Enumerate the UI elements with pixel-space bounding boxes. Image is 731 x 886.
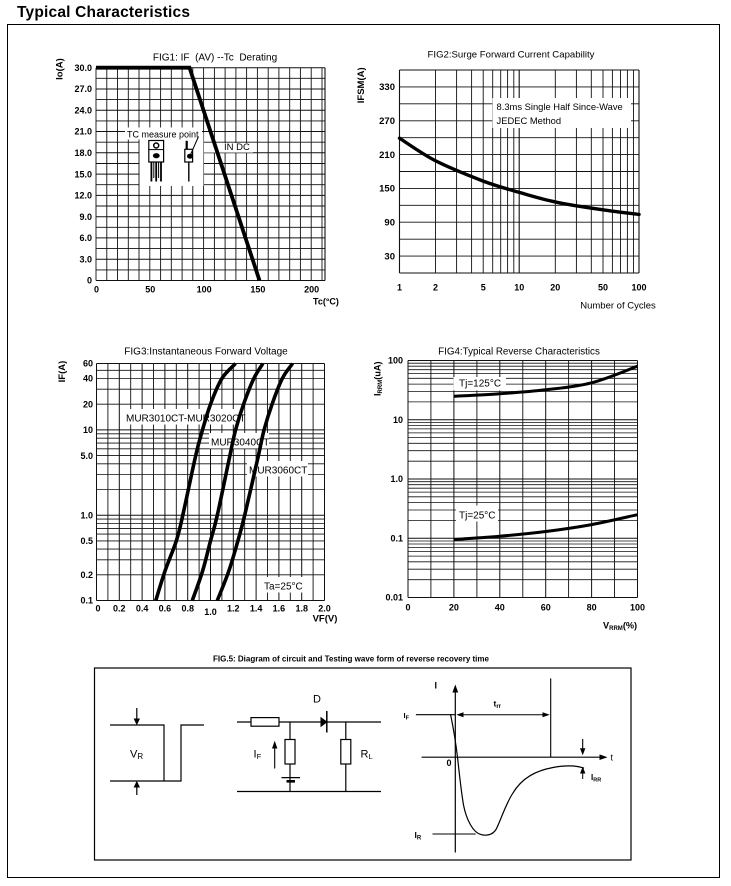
- svg-text:RL: RL: [361, 749, 373, 762]
- svg-text:VRRM(%): VRRM(%): [603, 621, 637, 633]
- svg-text:IN DC: IN DC: [224, 142, 250, 153]
- svg-text:Tj=25°C: Tj=25°C: [459, 511, 496, 522]
- svg-text:12.0: 12.0: [74, 191, 92, 201]
- svg-text:6.0: 6.0: [79, 233, 92, 243]
- svg-text:30: 30: [384, 251, 395, 262]
- svg-text:1.2: 1.2: [227, 604, 240, 614]
- svg-text:IF: IF: [404, 711, 410, 722]
- svg-text:VR: VR: [130, 749, 143, 762]
- svg-text:FIG3:Instantaneous Forward Vol: FIG3:Instantaneous Forward Voltage: [124, 347, 288, 358]
- svg-text:100: 100: [631, 283, 646, 293]
- svg-text:Number of Cycles: Number of Cycles: [580, 301, 656, 312]
- svg-text:27.0: 27.0: [74, 84, 92, 94]
- svg-text:90: 90: [384, 217, 395, 228]
- svg-text:10: 10: [83, 425, 93, 435]
- svg-text:200: 200: [304, 285, 319, 295]
- svg-text:0.1: 0.1: [80, 596, 93, 606]
- svg-text:FIG1: IF (AV) --Tc Derating: FIG1: IF (AV) --Tc Derating: [153, 53, 277, 64]
- svg-text:60: 60: [83, 359, 93, 369]
- svg-text:1.8: 1.8: [295, 604, 308, 614]
- svg-text:5.0: 5.0: [80, 451, 93, 461]
- svg-text:30.0: 30.0: [74, 63, 92, 73]
- svg-text:IRRM(uA): IRRM(uA): [373, 361, 385, 396]
- svg-text:0: 0: [95, 604, 100, 614]
- svg-text:10: 10: [393, 415, 403, 425]
- svg-text:5: 5: [481, 283, 486, 293]
- svg-text:MUR3040CT: MUR3040CT: [211, 438, 269, 449]
- svg-text:0.8: 0.8: [181, 604, 194, 614]
- svg-text:0.5: 0.5: [80, 536, 93, 546]
- svg-text:15.0: 15.0: [74, 169, 92, 179]
- svg-text:18.0: 18.0: [74, 148, 92, 158]
- svg-text:24.0: 24.0: [74, 106, 92, 116]
- svg-text:3.0: 3.0: [79, 254, 92, 264]
- svg-text:8.3ms Single Half Since-Wave: 8.3ms Single Half Since-Wave: [497, 101, 623, 112]
- svg-text:IRR: IRR: [591, 773, 601, 784]
- svg-text:JEDEC Method: JEDEC Method: [497, 115, 562, 126]
- svg-text:FIG.5: Diagram of circuit and: FIG.5: Diagram of circuit and Testing wa…: [213, 655, 489, 664]
- svg-text:21.0: 21.0: [74, 127, 92, 137]
- svg-text:Tc(°C): Tc(°C): [313, 297, 339, 307]
- svg-text:1.0: 1.0: [80, 510, 93, 520]
- svg-text:Tj=125°C: Tj=125°C: [459, 379, 501, 390]
- svg-text:0: 0: [447, 758, 452, 768]
- svg-text:0.1: 0.1: [390, 534, 403, 544]
- svg-text:0.01: 0.01: [385, 593, 403, 603]
- svg-text:t: t: [611, 753, 614, 763]
- svg-text:1.0: 1.0: [390, 474, 403, 484]
- svg-text:20: 20: [550, 283, 560, 293]
- svg-text:0.2: 0.2: [80, 570, 93, 580]
- svg-text:40: 40: [83, 374, 93, 384]
- svg-text:1: 1: [397, 283, 402, 293]
- svg-text:100: 100: [197, 285, 212, 295]
- svg-text:0.2: 0.2: [113, 604, 126, 614]
- svg-text:150: 150: [379, 184, 395, 195]
- svg-text:I: I: [435, 681, 438, 691]
- svg-text:MUR3010CT-MUR3020CT: MUR3010CT-MUR3020CT: [126, 414, 245, 425]
- svg-text:50: 50: [598, 283, 608, 293]
- svg-text:FIG2:Surge Forward Current Cap: FIG2:Surge Forward Current Capability: [428, 50, 595, 61]
- svg-text:1.4: 1.4: [250, 604, 263, 614]
- svg-text:60: 60: [541, 603, 551, 613]
- svg-text:IR: IR: [415, 830, 422, 842]
- svg-text:50: 50: [145, 285, 155, 295]
- svg-text:Io(A): Io(A): [55, 58, 66, 80]
- svg-text:40: 40: [495, 603, 505, 613]
- svg-text:0.4: 0.4: [136, 604, 149, 614]
- svg-text:10: 10: [514, 283, 524, 293]
- svg-text:20: 20: [83, 399, 93, 409]
- svg-text:2: 2: [433, 283, 438, 293]
- svg-text:trr: trr: [494, 699, 502, 711]
- svg-text:VF(V): VF(V): [313, 614, 338, 625]
- svg-text:IFSM(A): IFSM(A): [356, 67, 367, 103]
- svg-text:80: 80: [587, 603, 597, 613]
- svg-text:2.0: 2.0: [318, 604, 331, 614]
- svg-text:150: 150: [250, 285, 265, 295]
- svg-text:0.6: 0.6: [159, 604, 172, 614]
- svg-text:MUR3060CT: MUR3060CT: [249, 466, 307, 477]
- svg-text:0: 0: [94, 285, 99, 295]
- svg-text:270: 270: [379, 116, 395, 127]
- svg-text:IF: IF: [254, 749, 262, 762]
- svg-text:IF(A): IF(A): [57, 361, 68, 383]
- svg-text:100: 100: [630, 603, 645, 613]
- svg-text:20: 20: [449, 603, 459, 613]
- svg-text:1.0: 1.0: [204, 607, 217, 617]
- svg-text:210: 210: [379, 150, 395, 161]
- svg-text:100: 100: [388, 356, 403, 366]
- svg-text:1.6: 1.6: [273, 604, 286, 614]
- svg-text:D: D: [313, 694, 321, 706]
- svg-text:FIG4:Typical Reverse Character: FIG4:Typical Reverse Characteristics: [438, 347, 600, 358]
- svg-text:0: 0: [405, 603, 410, 613]
- svg-text:9.0: 9.0: [79, 212, 92, 222]
- svg-text:0: 0: [87, 276, 92, 286]
- svg-text:330: 330: [379, 82, 395, 93]
- svg-text:Ta=25°C: Ta=25°C: [264, 582, 303, 593]
- svg-text:TC measure point: TC measure point: [127, 130, 199, 140]
